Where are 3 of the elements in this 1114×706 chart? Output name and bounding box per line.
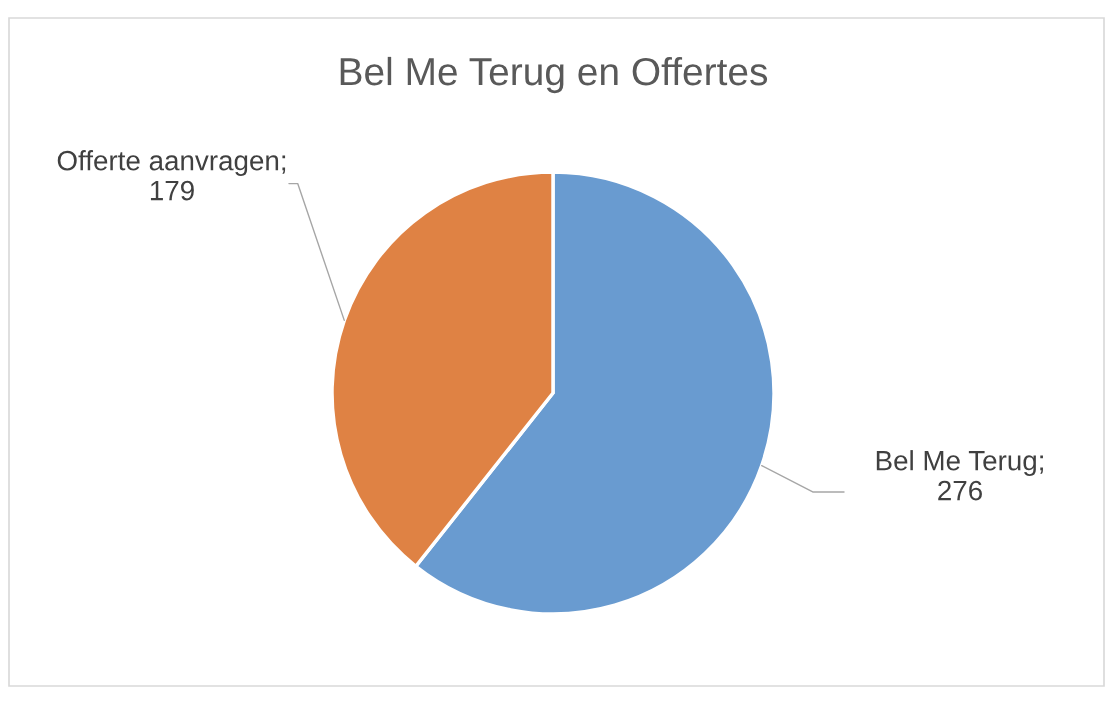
chart-title: Bel Me Terug en Offertes [340, 56, 768, 94]
data-label: Offerte aanvragen; 179 [57, 150, 286, 201]
data-label: Bel Me Terug; 276 [876, 450, 1043, 501]
